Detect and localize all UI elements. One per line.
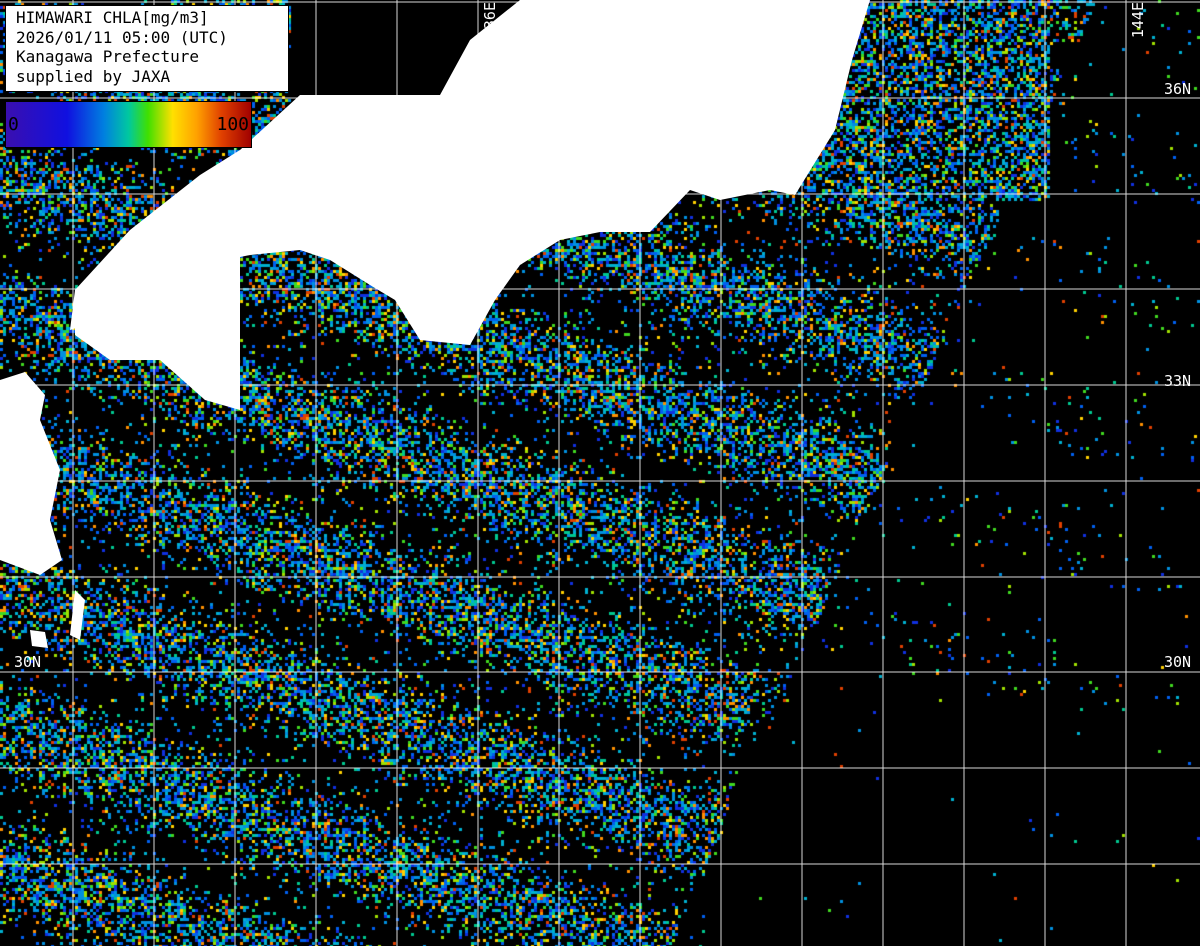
- land-small-island: [70, 590, 85, 640]
- lat-label-30n-right: 30N: [1164, 653, 1192, 671]
- map-title: HIMAWARI CHLA[mg/m3]: [16, 8, 209, 27]
- lon-label-144e: 144E: [1129, 2, 1147, 39]
- lat-label-33n: 33N: [1164, 372, 1192, 390]
- land-small-island: [30, 630, 48, 648]
- map-credit: supplied by JAXA: [16, 66, 171, 86]
- map-info-box: HIMAWARI CHLA[mg/m3] 2026/01/11 05:00 (UT…: [5, 5, 289, 92]
- land-mask: [0, 0, 870, 648]
- land-honshu: [70, 0, 870, 345]
- land-kyushu: [0, 372, 62, 575]
- colorbar-max-label: 100: [216, 114, 249, 135]
- map-region: Kanagawa Prefecture: [16, 47, 200, 66]
- land-west: [75, 230, 240, 410]
- map-datetime: 2026/01/11 05:00 (UTC): [16, 27, 228, 47]
- land-awaji: [475, 152, 498, 192]
- colorbar-min-label: 0: [8, 114, 19, 135]
- colorbar: 0 100: [5, 101, 252, 148]
- lon-label-136e: 136E: [481, 2, 499, 39]
- lat-label-30n-left: 30N: [14, 653, 42, 671]
- lat-label-36n: 36N: [1164, 80, 1192, 98]
